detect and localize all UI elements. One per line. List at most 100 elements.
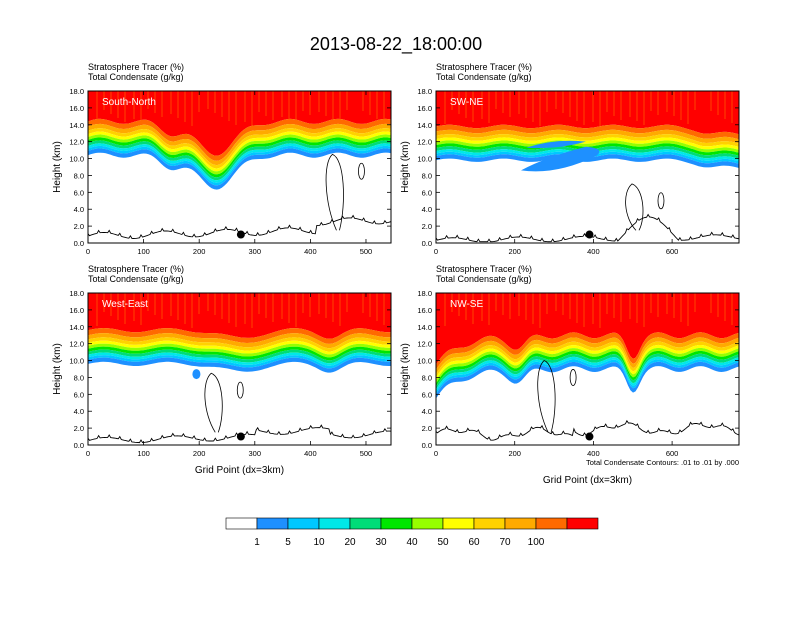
plot-area [436, 91, 739, 243]
y-tick-label: 2.0 [74, 424, 84, 433]
y-axis-label: Height (km) [400, 343, 411, 395]
tracer-band-9 [436, 129, 739, 144]
field-label-tracer: Stratosphere Tracer (%) [88, 264, 184, 274]
plot-frame [435, 90, 740, 244]
field-label-tracer: Stratosphere Tracer (%) [88, 62, 184, 72]
field-label-condensate: Total Condensate (g/kg) [88, 72, 184, 82]
y-tick-label: 14.0 [69, 323, 84, 332]
colorbar-swatch [411, 517, 444, 530]
tracer-band-3 [88, 352, 391, 366]
y-tick-label: 16.0 [417, 104, 432, 113]
condensate-contour [625, 183, 644, 231]
y-tick-label: 8.0 [422, 373, 432, 382]
tracer-band-6 [436, 140, 739, 153]
x-tick-label: 200 [193, 449, 206, 458]
colorbar-label: 70 [499, 537, 511, 548]
x-tick-label: 0 [434, 247, 438, 256]
y-tick-label: 8.0 [74, 171, 84, 180]
y-tick-label: 16.0 [69, 306, 84, 315]
x-tick-label: 300 [249, 247, 262, 256]
panel-name: South-North [102, 97, 156, 108]
tracer-band-1 [436, 154, 739, 168]
tracer-band-2 [88, 355, 391, 369]
x-tick-label: 400 [587, 449, 600, 458]
panel-name: NW-SE [450, 299, 483, 310]
colorbar-swatch [318, 517, 351, 530]
y-tick-label: 10.0 [417, 155, 432, 164]
tracer-band-8 [88, 337, 391, 352]
y-tick-label: 14.0 [417, 121, 432, 130]
y-tick-label: 8.0 [74, 373, 84, 382]
colorbar-label: 60 [468, 537, 480, 548]
field-label-condensate: Total Condensate (g/kg) [436, 72, 532, 82]
y-tick-label: 6.0 [74, 188, 84, 197]
tracer-band-8 [436, 341, 739, 378]
tracer-band-9 [88, 333, 391, 349]
y-tick-label: 12.0 [69, 138, 84, 147]
y-tick-label: 2.0 [74, 222, 84, 231]
x-tick-label: 200 [508, 247, 521, 256]
condensate-contour [569, 369, 577, 386]
y-tick-label: 10.0 [417, 357, 432, 366]
condensate-contour [358, 162, 365, 180]
x-tick-label: 0 [86, 449, 90, 458]
y-tick-label: 2.0 [422, 424, 432, 433]
y-tick-label: 6.0 [74, 390, 84, 399]
x-tick-label: 500 [360, 449, 373, 458]
y-tick-label: 18.0 [417, 87, 432, 96]
field-label-condensate: Total Condensate (g/kg) [88, 274, 184, 284]
y-tick-label: 18.0 [417, 289, 432, 298]
tracer-band-8 [436, 134, 739, 147]
x-axis-label: Grid Point (dx=3km) [195, 465, 284, 476]
y-axis-label: Height (km) [52, 141, 63, 193]
x-tick-label: 600 [666, 449, 679, 458]
colorbar: 1 5 10 20 30 40 50 60 70 100 [225, 517, 599, 548]
plot-area [88, 91, 391, 243]
field-label-tracer: Stratosphere Tracer (%) [436, 62, 532, 72]
figure-title: 2013-08-22_18:00:00 [310, 34, 482, 55]
contour-annotation: Total Condensate Contours: .01 to .01 by… [586, 458, 739, 467]
y-axis-label: Height (km) [52, 343, 63, 395]
location-marker [236, 432, 245, 441]
location-marker [585, 432, 594, 441]
colorbar-swatch [349, 517, 382, 530]
y-tick-label: 2.0 [422, 222, 432, 231]
tracer-band-4 [88, 349, 391, 364]
tracer-band-1 [436, 361, 739, 399]
location-marker [236, 230, 245, 239]
condensate-contour [236, 381, 244, 399]
x-tick-label: 100 [137, 449, 150, 458]
panel-name: SW-NE [450, 97, 483, 108]
tracer-band-7 [436, 137, 739, 150]
tracer-blob [521, 146, 600, 172]
tracer-blob [526, 140, 586, 149]
y-tick-label: 16.0 [417, 306, 432, 315]
colorbar-label: 30 [375, 537, 387, 548]
y-tick-label: 6.0 [422, 188, 432, 197]
y-tick-label: 14.0 [69, 121, 84, 130]
colorbar-swatch [287, 517, 320, 530]
colorbar-label: 5 [285, 537, 291, 548]
y-tick-label: 10.0 [69, 357, 84, 366]
y-tick-label: 0.0 [422, 239, 432, 248]
y-tick-label: 16.0 [69, 104, 84, 113]
colorbar-label: 20 [344, 537, 356, 548]
tracer-band-10 [436, 332, 739, 370]
tracer-band-11 [88, 91, 391, 156]
tracer-band-3 [436, 149, 739, 162]
location-marker [585, 230, 594, 239]
plot-frame [435, 292, 740, 446]
panel-south-north: South-North Stratosphere Tracer (%)Total … [52, 62, 392, 256]
y-tick-label: 6.0 [422, 390, 432, 399]
tracer-band-10 [436, 124, 739, 140]
x-axis-label: Grid Point (dx=3km) [543, 475, 632, 486]
x-tick-label: 400 [587, 247, 600, 256]
colorbar-label: 40 [406, 537, 418, 548]
y-tick-label: 18.0 [69, 289, 84, 298]
tracer-band-11 [88, 293, 391, 339]
colorbar-swatch [225, 517, 258, 530]
tracer-band-7 [436, 344, 739, 381]
colorbar-swatch [566, 517, 599, 530]
